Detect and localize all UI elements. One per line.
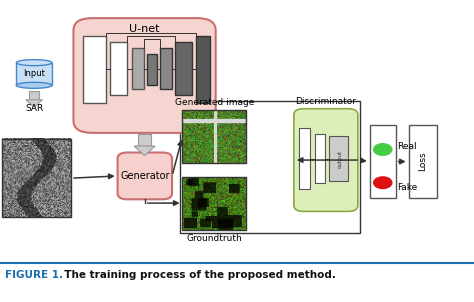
FancyBboxPatch shape <box>73 18 216 133</box>
Bar <box>16 63 52 85</box>
Bar <box>2 139 71 217</box>
Text: Fake: Fake <box>397 183 418 192</box>
Bar <box>147 54 157 85</box>
Circle shape <box>374 144 392 155</box>
Polygon shape <box>138 134 151 146</box>
Polygon shape <box>26 100 43 107</box>
Bar <box>409 125 437 198</box>
Bar <box>182 110 246 163</box>
Circle shape <box>374 177 392 188</box>
Polygon shape <box>29 91 39 100</box>
Text: Discriminator: Discriminator <box>295 97 356 106</box>
Bar <box>299 128 310 189</box>
Bar <box>370 125 396 198</box>
Text: Real: Real <box>397 142 417 151</box>
Text: SAR: SAR <box>25 104 43 113</box>
Text: output: output <box>337 149 342 168</box>
Text: Input: Input <box>23 69 45 79</box>
Bar <box>329 136 348 181</box>
Bar <box>110 42 127 95</box>
Text: Loss: Loss <box>419 152 427 171</box>
Text: FIGURE 1.: FIGURE 1. <box>5 270 63 280</box>
Bar <box>175 42 192 95</box>
Bar <box>83 36 106 103</box>
Text: Generator: Generator <box>120 171 170 181</box>
Bar <box>182 177 246 230</box>
Bar <box>315 134 325 183</box>
FancyBboxPatch shape <box>118 153 172 199</box>
Bar <box>160 48 172 89</box>
Ellipse shape <box>16 82 52 88</box>
FancyBboxPatch shape <box>294 109 358 211</box>
Ellipse shape <box>16 59 52 66</box>
Polygon shape <box>134 146 155 156</box>
Text: U-net: U-net <box>129 24 160 34</box>
Bar <box>132 48 144 89</box>
Bar <box>196 36 210 103</box>
Text: Groundtruth: Groundtruth <box>187 234 242 243</box>
Bar <box>180 101 360 233</box>
Text: Generated image: Generated image <box>175 98 254 107</box>
Text: The training process of the proposed method.: The training process of the proposed met… <box>57 270 336 280</box>
